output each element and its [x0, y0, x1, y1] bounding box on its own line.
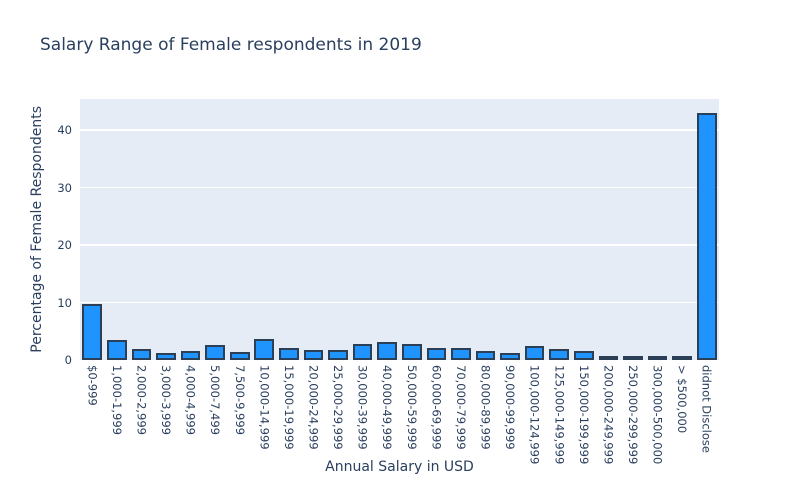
- x-tick-label: 150,000-199,999: [576, 365, 591, 465]
- y-tick-label: 20: [57, 238, 72, 253]
- x-tick-label: 1,000-1,999: [109, 365, 124, 435]
- y-tick-labels: 0 10 20 30 40: [0, 99, 72, 367]
- gridline-40: [80, 129, 719, 131]
- y-tick-label: 0: [64, 353, 72, 367]
- bar: [598, 355, 619, 360]
- x-tick-label: 200,000-249,999: [601, 365, 616, 465]
- y-tick-label: 40: [57, 123, 72, 138]
- x-tick-label: 60,000-69,999: [429, 365, 444, 450]
- bar: [451, 347, 471, 360]
- bar: [549, 349, 570, 360]
- x-tick-label: > $500,000: [675, 365, 690, 434]
- bar: [328, 349, 348, 360]
- x-tick-label: 125,000-149,999: [552, 365, 567, 465]
- bar: [377, 341, 398, 360]
- x-tick-labels: $0-999 1,000-1,999 2,000-2,999 3,000-3,999 4…: [80, 365, 719, 490]
- bar: [131, 349, 152, 360]
- bar: [696, 112, 717, 360]
- bar: [573, 350, 594, 360]
- x-tick-label: 30,000-39,999: [355, 365, 370, 450]
- bar: [352, 343, 373, 360]
- x-tick-label: 100,000-124,999: [527, 365, 542, 465]
- x-tick-label: 3,000-3,999: [159, 365, 174, 435]
- bar: [426, 347, 447, 360]
- x-tick-label: 4,000-4,999: [183, 365, 198, 435]
- chart-title: Salary Range of Female respondents in 20…: [40, 35, 422, 55]
- gridline-20: [80, 244, 719, 246]
- x-tick-label: 90,000-99,999: [503, 365, 518, 450]
- plot-area: [80, 99, 719, 360]
- x-tick-label: 10,000-14,999: [257, 365, 272, 450]
- bar: [401, 344, 422, 360]
- bar: [82, 304, 103, 360]
- x-tick-label: 25,000-29,999: [331, 365, 346, 450]
- x-tick-label: 20,000-24,999: [306, 365, 321, 450]
- bar: [647, 356, 668, 360]
- bar: [524, 346, 545, 360]
- x-tick-label: 70,000-79,999: [453, 365, 468, 450]
- bar: [180, 350, 201, 360]
- x-axis-title: Annual Salary in USD: [325, 459, 474, 475]
- x-tick-label: $0-999: [85, 365, 100, 406]
- x-tick-label: 50,000-59,999: [404, 365, 419, 450]
- bar: [254, 338, 275, 360]
- y-tick-label: 10: [57, 295, 72, 310]
- gridline-10: [80, 301, 719, 304]
- x-tick-label: 7,500-9,999: [232, 365, 247, 435]
- x-tick-label: 250,000-299,999: [625, 365, 640, 465]
- x-tick-label: 2,000-2,999: [134, 365, 149, 435]
- bar: [303, 350, 324, 360]
- bar: [156, 352, 176, 360]
- bar: [475, 351, 496, 360]
- bar: [672, 356, 692, 360]
- bar: [623, 356, 643, 360]
- x-tick-label: 5,000-7,499: [208, 365, 223, 435]
- bar: [229, 351, 250, 360]
- gridline-30: [80, 186, 719, 189]
- x-tick-label: 15,000-19,999: [281, 365, 296, 450]
- x-tick-label: 40,000-49,999: [380, 365, 395, 450]
- x-tick-label: 300,000-500,000: [650, 365, 665, 465]
- bar: [205, 345, 225, 360]
- bar: [279, 347, 299, 360]
- bar: [500, 352, 520, 360]
- bar: [107, 339, 127, 360]
- x-tick-label: 80,000-89,999: [478, 365, 493, 450]
- y-tick-label: 30: [57, 180, 72, 195]
- x-tick-label: didnot Disclose: [699, 365, 714, 453]
